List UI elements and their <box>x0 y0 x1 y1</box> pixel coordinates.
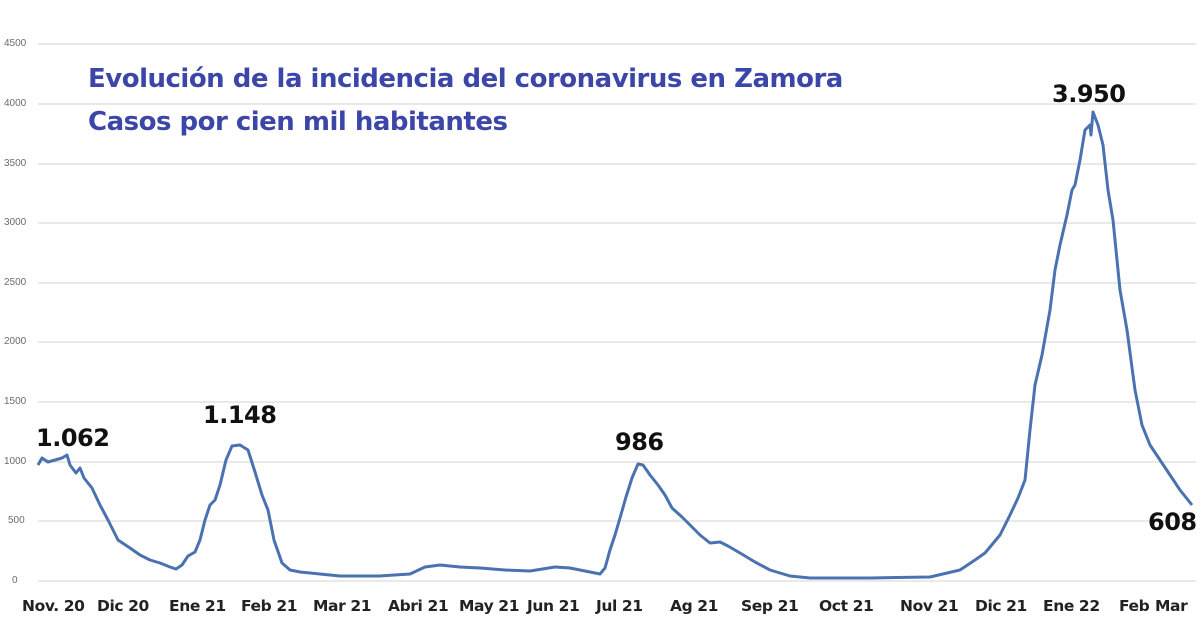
x-tick-abri21: Abri 21 <box>388 597 449 615</box>
annotation-last-608: 608 <box>1148 508 1197 536</box>
x-tick-sep21: Sep 21 <box>741 597 799 615</box>
annotation-peak-986: 986 <box>615 428 664 456</box>
x-tick-ene21: Ene 21 <box>169 597 226 615</box>
x-tick-nov20: Nov. 20 <box>22 597 85 615</box>
x-tick-mar: Mar <box>1155 597 1188 615</box>
y-tick-2000: 2000 <box>4 336 27 347</box>
y-tick-4000: 4000 <box>4 98 27 109</box>
incidence-line <box>36 110 1194 580</box>
x-tick-dic20: Dic 20 <box>97 597 149 615</box>
chart-subtitle: Casos por cien mil habitantes <box>88 107 508 137</box>
y-tick-1000: 1000 <box>4 456 27 467</box>
x-tick-ene22: Ene 22 <box>1043 597 1100 615</box>
y-tick-4500: 4500 <box>4 38 27 49</box>
x-tick-oct21: Oct 21 <box>819 597 874 615</box>
x-tick-jul21: Jul 21 <box>596 597 643 615</box>
x-tick-may21: May 21 <box>459 597 520 615</box>
x-tick-mar21: Mar 21 <box>313 597 372 615</box>
x-tick-nov21: Nov 21 <box>900 597 959 615</box>
x-tick-jun21: Jun 21 <box>527 597 580 615</box>
x-tick-feb: Feb <box>1119 597 1150 615</box>
y-tick-1500: 1500 <box>4 396 27 407</box>
chart-title: Evolución de la incidencia del coronavir… <box>88 64 843 94</box>
y-tick-2500: 2500 <box>4 277 27 288</box>
x-tick-ag21: Ag 21 <box>670 597 719 615</box>
x-tick-feb21: Feb 21 <box>241 597 298 615</box>
annotation-peak-1062: 1.062 <box>36 424 110 452</box>
annotation-peak-1148: 1.148 <box>203 401 277 429</box>
y-tick-500: 500 <box>8 515 25 526</box>
x-tick-dic21: Dic 21 <box>975 597 1027 615</box>
y-tick-0: 0 <box>12 575 18 586</box>
y-tick-3000: 3000 <box>4 217 27 228</box>
gridlines <box>38 43 1196 582</box>
y-tick-3500: 3500 <box>4 158 27 169</box>
annotation-peak-3950: 3.950 <box>1052 80 1126 108</box>
